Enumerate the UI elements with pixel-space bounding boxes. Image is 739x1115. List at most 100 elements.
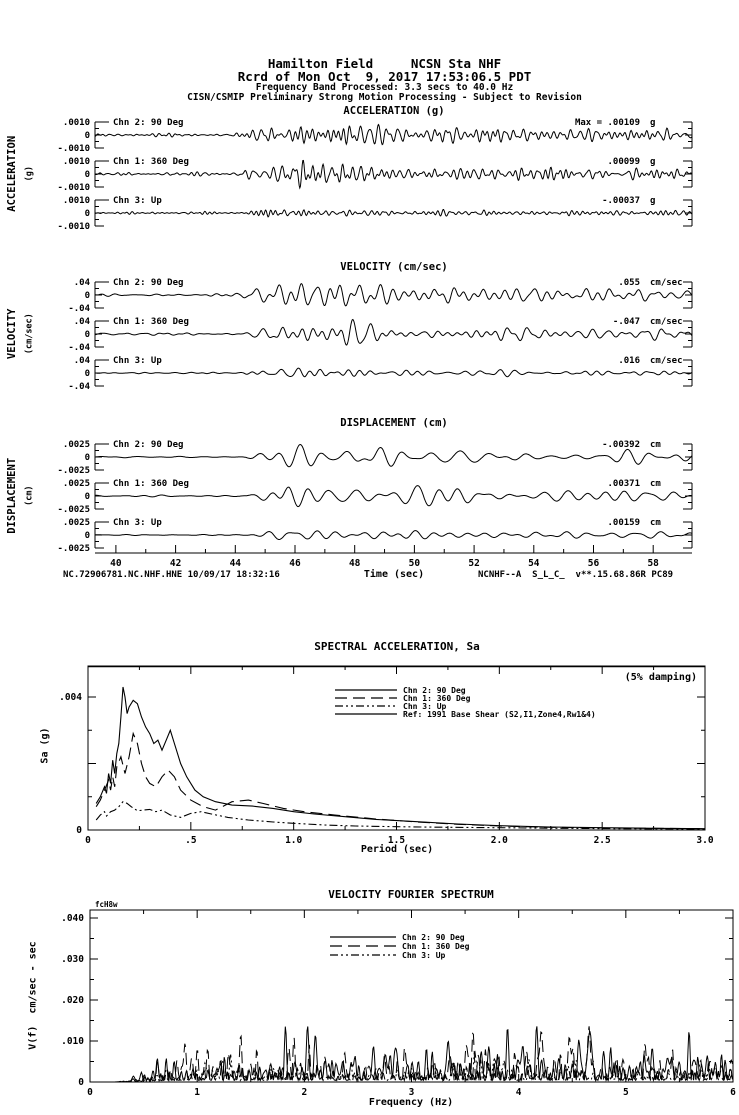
legend-label-chn-2-90-deg: Chn 2: 90 Deg [403,686,466,695]
trace-velocity-cm-sec-chn-3-up [94,367,693,378]
max-value-label: .00159 [607,518,640,528]
max-value-label: -.00392 [602,440,640,450]
fs-x-tick-label: 4 [516,1087,522,1098]
max-value-label: .055 [618,278,640,288]
fs-x-tick-label: 0 [87,1087,93,1098]
trace-displacement-cm-chn-1-360-deg [94,485,693,508]
max-value-label: -.047 [613,317,640,327]
processing-code-footer: NCNHF--A S_L_C_ v**.15.68.86R PC89 [478,570,674,580]
legend-label-chn-3-up: Chn 3: Up [403,702,447,711]
spectrum-chn-3-up [93,1050,734,1083]
time-tick-label: 58 [647,558,659,569]
fs-y-tick-label: .030 [61,954,84,965]
y-tick-label: -.0010 [57,222,90,232]
y-tick-label: -.04 [68,382,90,392]
max-value-unit: g [650,157,655,167]
y-tick-label: .04 [74,317,91,327]
y-tick-label: 0 [85,170,90,180]
y-tick-label: 0 [85,369,90,379]
y-tick-label: .0025 [63,518,90,528]
time-tick-label: 40 [110,558,122,569]
legend-label-chn-1-360-deg: Chn 1: 360 Deg [403,694,471,703]
time-tick-label: 54 [528,558,540,569]
max-value-unit: cm [650,518,661,528]
legend-label-ref-1991-base-shear-s2-i1-zone4-rw1-4: Ref: 1991 Base Shear (S2,I1,Zone4,Rw1&4) [403,710,596,719]
time-tick-label: 48 [349,558,361,569]
sa-x-tick-label: .5 [185,835,197,846]
legend-label-chn-3-up: Chn 3: Up [402,951,446,960]
time-series-chart: .0010 0 -.0010 Chn 2: 90 Deg Max = .00109 g .0… [57,118,693,569]
max-value-unit: cm [650,440,661,450]
sa-y-tick-label: 0 [76,825,82,836]
time-tick-label: 50 [409,558,421,569]
trace-acceleration-g-chn-2-90-deg [94,123,693,146]
time-tick-label: 52 [468,558,479,569]
sa-title: SPECTRAL ACCELERATION, Sa [314,640,480,653]
y-tick-label: 0 [85,330,90,340]
time-tick-label: 44 [230,558,242,569]
trace-velocity-cm-sec-chn-1-360-deg [94,318,693,346]
fs-y-tick-label: .040 [61,913,84,924]
channel-label-chn-2-90-deg: Chn 2: 90 Deg [113,118,183,128]
max-value-unit: cm [650,479,661,489]
channel-label-chn-3-up: Chn 3: Up [113,356,162,366]
fs-x-tick-label: 2 [301,1087,307,1098]
fourier-corner-note: fcH8w [95,900,118,909]
y-tick-label: 0 [85,291,90,301]
channel-label-chn-3-up: Chn 3: Up [113,196,162,206]
trace-displacement-cm-chn-2-90-deg [94,443,693,468]
velocity-title: VELOCITY (cm/sec) [340,261,448,273]
y-tick-label: -.04 [68,304,90,314]
y-tick-label: -.0010 [57,183,90,193]
y-tick-label: 0 [85,209,90,219]
fs-y-tick-label: .020 [61,995,84,1006]
station-line: Hamilton Field NCSN Sta NHF [267,56,502,71]
max-value-unit: g [650,196,655,206]
max-value-label: -.00037 [602,196,640,206]
fs-x-tick-label: 1 [194,1087,200,1098]
max-value-label: .00371 [607,479,640,489]
band-line: Frequency Band Processed: 3.3 secs to 40… [255,82,514,93]
sa-x-tick-label: 1.5 [388,835,405,846]
channel-label-chn-1-360-deg: Chn 1: 360 Deg [113,157,189,167]
fs-y-tick-label: 0 [78,1077,84,1088]
max-value-unit: cm/sec [650,356,683,366]
time-tick-label: 46 [289,558,301,569]
sa-x-tick-label: 2.5 [594,835,611,846]
channel-label-chn-1-360-deg: Chn 1: 360 Deg [113,479,189,489]
max-value-label: .00099 [607,157,640,167]
acceleration-title: ACCELERATION (g) [343,105,445,117]
y-tick-label: -.0025 [57,466,90,476]
channel-label-chn-1-360-deg: Chn 1: 360 Deg [113,317,189,327]
trace-acceleration-g-chn-1-360-deg [95,159,693,190]
max-value-label: Max = .00109 [575,118,640,128]
trace-velocity-cm-sec-chn-2-90-deg [94,283,693,307]
trace-acceleration-g-chn-3-up [94,209,693,218]
legend-label-chn-1-360-deg: Chn 1: 360 Deg [402,942,470,951]
displacement-title: DISPLACEMENT (cm) [340,417,448,429]
fs-x-tick-label: 6 [730,1087,736,1098]
y-tick-label: 0 [85,453,90,463]
y-tick-label: 0 [85,492,90,502]
y-tick-label: .04 [74,356,91,366]
fourier-title: VELOCITY FOURIER SPECTRUM [328,888,494,901]
y-tick-label: -.0025 [57,505,90,515]
fs-y-tick-label: .010 [61,1036,84,1047]
record-id-footer: NC.72906781.NC.NHF.HNE 10/09/17 18:32:16 [63,570,280,580]
fs-x-tick-label: 5 [623,1087,629,1098]
channel-label-chn-3-up: Chn 3: Up [113,518,162,528]
time-tick-label: 42 [170,558,181,569]
max-value-unit: g [650,118,655,128]
trace-displacement-cm-chn-3-up [95,530,693,540]
record-line: Rcrd of Mon Oct 9, 2017 17:53:06.5 PDT [237,69,532,84]
y-tick-label: .0025 [63,479,90,489]
fs-x-tick-label: 3 [409,1087,415,1098]
y-tick-label: 0 [85,131,90,141]
channel-label-chn-2-90-deg: Chn 2: 90 Deg [113,440,183,450]
y-tick-label: -.0025 [57,544,90,554]
sa-x-tick-label: 1.0 [285,835,302,846]
y-tick-label: .0010 [63,196,90,206]
